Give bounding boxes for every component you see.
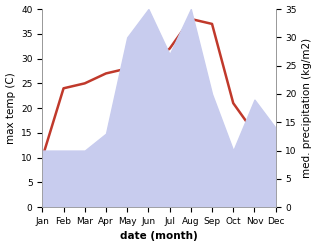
Y-axis label: med. precipitation (kg/m2): med. precipitation (kg/m2) <box>302 38 313 178</box>
X-axis label: date (month): date (month) <box>120 231 198 242</box>
Y-axis label: max temp (C): max temp (C) <box>5 72 16 144</box>
